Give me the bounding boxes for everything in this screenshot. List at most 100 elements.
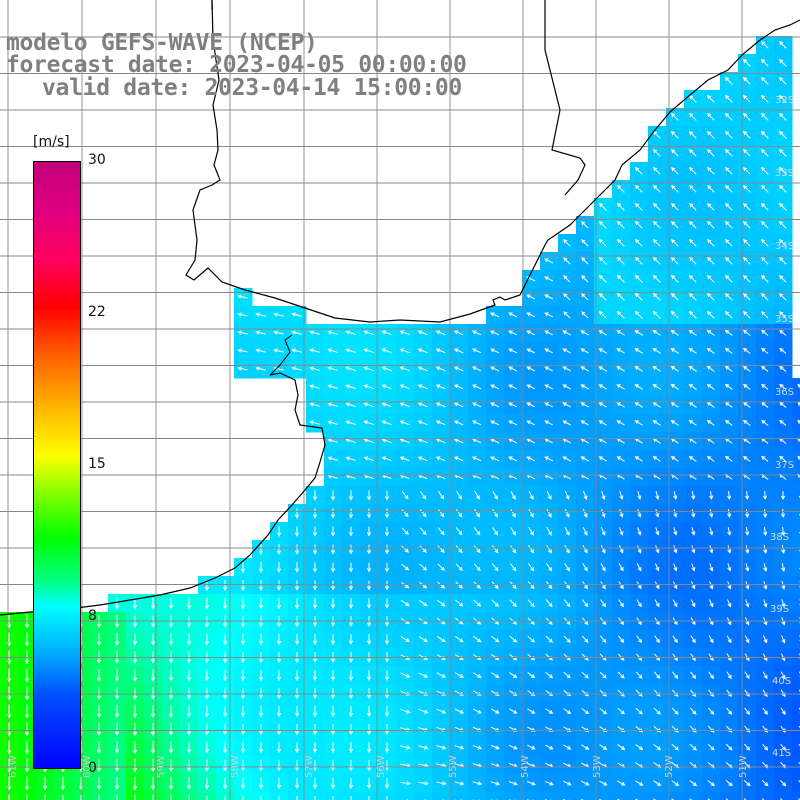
wind-arrow (706, 256, 715, 265)
wind-arrow (781, 581, 786, 590)
wind-arrow (490, 312, 500, 318)
wind-arrow (96, 651, 102, 665)
wind-arrow (580, 402, 589, 408)
wind-arrow (330, 544, 336, 555)
wind-arrow (472, 420, 482, 426)
lat-label: 33S (775, 168, 795, 179)
wind-arrow (706, 347, 715, 354)
wind-arrow (652, 420, 661, 426)
wind-arrow (384, 562, 390, 573)
wind-arrow (778, 58, 787, 67)
wind-arrow (366, 759, 372, 772)
wind-arrow (453, 330, 464, 336)
lon-label: 53W (592, 755, 603, 778)
wind-arrow (672, 635, 678, 644)
wind-arrow (8, 794, 10, 800)
wind-arrow (706, 365, 715, 372)
wind-arrow (652, 384, 661, 390)
wind-arrow (563, 780, 572, 786)
wind-arrow (312, 759, 318, 772)
wind-arrow (490, 384, 500, 390)
wind-arrow (152, 794, 154, 800)
wind-arrow (330, 705, 336, 718)
wind-arrow (508, 438, 518, 444)
wind-arrow (381, 402, 392, 408)
wind-arrow (688, 383, 697, 390)
wind-arrow (634, 256, 643, 265)
wind-arrow (381, 420, 392, 426)
wind-arrow (366, 598, 372, 609)
lon-label: 51W (738, 755, 749, 778)
wind-arrow (454, 635, 464, 643)
wind-speed-cell (792, 540, 800, 559)
wind-arrow (114, 759, 120, 772)
wind-arrow (724, 455, 733, 462)
wind-arrow (689, 707, 697, 715)
wind-arrow (581, 239, 589, 247)
wind-arrow (312, 598, 318, 610)
wind-arrow (240, 687, 246, 700)
wind-arrow (761, 311, 769, 319)
wind-arrow (278, 795, 280, 800)
wind-arrow (724, 347, 733, 354)
wind-arrow (80, 794, 82, 800)
wind-arrow (345, 384, 356, 389)
wind-arrow (763, 526, 768, 536)
wind-arrow (634, 366, 643, 372)
wind-arrow (348, 670, 354, 682)
wind-arrow (652, 456, 661, 462)
wind-arrow (363, 438, 374, 443)
wind-arrow (709, 491, 714, 500)
wind-arrow (600, 581, 606, 590)
wind-arrow (527, 635, 536, 643)
wind-arrow (312, 777, 318, 790)
wind-arrow (312, 687, 318, 700)
wind-speed-cell (792, 720, 800, 739)
wind-arrow (150, 741, 156, 755)
wind-arrow (366, 652, 372, 663)
wind-arrow (132, 758, 138, 773)
wind-arrow (581, 311, 589, 319)
wind-arrow (545, 671, 554, 679)
wind-arrow (186, 723, 192, 736)
wind-arrow (617, 744, 626, 751)
wind-arrow (96, 705, 102, 719)
wind-arrow (381, 330, 392, 336)
wind-arrow (635, 780, 644, 786)
wind-arrow (761, 275, 769, 283)
wind-arrow (294, 705, 300, 718)
wind-arrow (384, 580, 390, 591)
wind-arrow (222, 633, 228, 646)
wind-arrow (763, 599, 768, 608)
wind-arrow (114, 705, 120, 718)
wind-arrow (276, 580, 282, 591)
wind-arrow (619, 490, 624, 500)
wind-arrow (616, 256, 625, 265)
wind-arrow (401, 527, 409, 535)
wind-arrow (598, 310, 607, 319)
wind-arrow (653, 185, 661, 193)
wind-arrow (348, 741, 354, 754)
wind-arrow (760, 148, 769, 157)
wind-arrow (204, 759, 210, 772)
wind-arrow (240, 651, 246, 664)
wind-arrow (636, 599, 642, 608)
wind-arrow (727, 545, 732, 554)
wind-arrow (724, 166, 733, 175)
wind-arrow (384, 706, 390, 718)
wind-arrow (381, 366, 392, 372)
wind-arrow (24, 650, 30, 665)
wind-arrow (62, 794, 64, 800)
wind-arrow (134, 794, 136, 800)
wind-arrow (330, 580, 336, 591)
wind-arrow (258, 597, 264, 610)
wind-arrow (455, 545, 463, 554)
lon-label: 61W (8, 755, 19, 778)
wind-speed-cell (414, 792, 433, 800)
wind-arrow (652, 310, 661, 319)
lon-label: 59W (156, 755, 167, 778)
wind-arrow (258, 705, 264, 718)
wind-speed-cell (792, 432, 800, 451)
wind-speed-cell (792, 504, 800, 523)
